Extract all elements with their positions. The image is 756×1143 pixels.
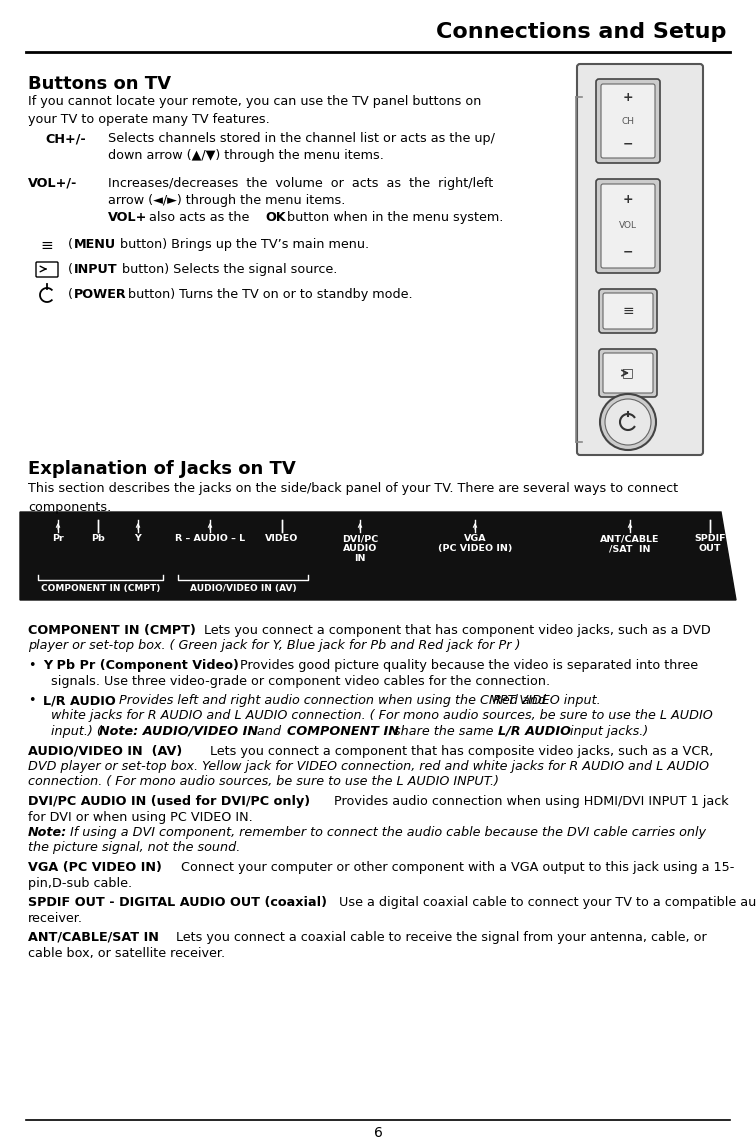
Text: ANT/CABLE/SAT IN: ANT/CABLE/SAT IN bbox=[28, 932, 159, 944]
FancyBboxPatch shape bbox=[603, 293, 653, 329]
Text: −: − bbox=[623, 138, 634, 151]
Text: Explanation of Jacks on TV: Explanation of Jacks on TV bbox=[28, 459, 296, 478]
Text: CH+/-: CH+/- bbox=[45, 131, 85, 145]
Text: AUDIO/VIDEO IN (AV): AUDIO/VIDEO IN (AV) bbox=[190, 584, 296, 593]
Text: □: □ bbox=[622, 367, 634, 379]
Circle shape bbox=[605, 399, 651, 445]
Text: INPUT: INPUT bbox=[74, 263, 118, 275]
Text: player or set-top box. ( Green jack for Y, Blue jack for Pb and Red jack for Pr : player or set-top box. ( Green jack for … bbox=[28, 639, 520, 653]
Text: Buttons on TV: Buttons on TV bbox=[28, 75, 171, 93]
Text: input jacks.): input jacks.) bbox=[566, 725, 648, 738]
Text: white jacks for R AUDIO and L AUDIO connection. ( For mono audio sources, be sur: white jacks for R AUDIO and L AUDIO conn… bbox=[51, 710, 713, 722]
Text: •: • bbox=[28, 660, 36, 672]
Text: arrow (◄/►) through the menu items.: arrow (◄/►) through the menu items. bbox=[108, 194, 345, 207]
Text: Lets you connect a component that has composite video jacks, such as a VCR,: Lets you connect a component that has co… bbox=[202, 744, 714, 758]
Text: Selects channels stored in the channel list or acts as the up/: Selects channels stored in the channel l… bbox=[108, 131, 495, 145]
Text: VGA (PC VIDEO IN): VGA (PC VIDEO IN) bbox=[28, 861, 162, 874]
Text: R – AUDIO – L: R – AUDIO – L bbox=[175, 534, 245, 543]
Text: L/R AUDIO: L/R AUDIO bbox=[43, 694, 116, 708]
Text: input.) (: input.) ( bbox=[51, 725, 102, 738]
Text: button when in the menu system.: button when in the menu system. bbox=[283, 211, 503, 224]
Text: If you cannot locate your remote, you can use the TV panel buttons on
your TV to: If you cannot locate your remote, you ca… bbox=[28, 95, 482, 127]
Text: Y: Y bbox=[135, 534, 141, 543]
Text: Use a digital coaxial cable to connect your TV to a compatible audio: Use a digital coaxial cable to connect y… bbox=[335, 896, 756, 909]
Text: COMPONENT IN (CMPT): COMPONENT IN (CMPT) bbox=[41, 584, 160, 593]
Text: connection. ( For mono audio sources, be sure to use the L AUDIO INPUT.): connection. ( For mono audio sources, be… bbox=[28, 775, 499, 789]
FancyBboxPatch shape bbox=[601, 184, 655, 267]
Text: DVI/PC AUDIO IN (used for DVI/PC only): DVI/PC AUDIO IN (used for DVI/PC only) bbox=[28, 796, 310, 808]
Text: This section describes the jacks on the side/back panel of your TV. There are se: This section describes the jacks on the … bbox=[28, 482, 678, 513]
Text: (: ( bbox=[68, 288, 73, 301]
Text: DVD player or set-top box. Yellow jack for VIDEO connection, red and white jacks: DVD player or set-top box. Yellow jack f… bbox=[28, 760, 709, 773]
Text: VOL+: VOL+ bbox=[108, 211, 147, 224]
Text: DVI/PC
AUDIO
IN: DVI/PC AUDIO IN bbox=[342, 534, 378, 563]
Text: Y Pb Pr (Component Video): Y Pb Pr (Component Video) bbox=[43, 660, 239, 672]
Text: POWER: POWER bbox=[74, 288, 126, 301]
Text: pin,D-sub cable.: pin,D-sub cable. bbox=[28, 877, 132, 889]
Text: (: ( bbox=[68, 263, 73, 275]
Text: L/R AUDIO: L/R AUDIO bbox=[498, 725, 571, 738]
Text: button) Brings up the TV’s main menu.: button) Brings up the TV’s main menu. bbox=[116, 238, 369, 251]
Text: the picture signal, not the sound.: the picture signal, not the sound. bbox=[28, 841, 240, 855]
Text: for DVI or when using PC VIDEO IN.: for DVI or when using PC VIDEO IN. bbox=[28, 810, 253, 823]
FancyBboxPatch shape bbox=[599, 289, 657, 333]
Text: +: + bbox=[623, 91, 634, 104]
Text: +: + bbox=[623, 193, 634, 206]
FancyBboxPatch shape bbox=[596, 79, 660, 163]
Text: 6: 6 bbox=[373, 1126, 383, 1140]
Text: If using a DVI component, remember to connect the audio cable because the DVI ca: If using a DVI component, remember to co… bbox=[66, 826, 706, 839]
Text: COMPONENT IN (CMPT): COMPONENT IN (CMPT) bbox=[28, 624, 196, 637]
Circle shape bbox=[600, 394, 656, 450]
Polygon shape bbox=[20, 512, 736, 600]
Text: share the same: share the same bbox=[390, 725, 497, 738]
Text: Note: AUDIO/VIDEO IN: Note: AUDIO/VIDEO IN bbox=[99, 725, 258, 738]
Text: OK: OK bbox=[265, 211, 286, 224]
Text: Pr: Pr bbox=[52, 534, 64, 543]
Text: VGA
(PC VIDEO IN): VGA (PC VIDEO IN) bbox=[438, 534, 512, 553]
Text: ANT/CABLE
/SAT  IN: ANT/CABLE /SAT IN bbox=[600, 534, 660, 553]
FancyBboxPatch shape bbox=[36, 262, 58, 277]
FancyBboxPatch shape bbox=[603, 353, 653, 393]
Text: VIDEO: VIDEO bbox=[265, 534, 299, 543]
Text: Connect your computer or other component with a VGA output to this jack using a : Connect your computer or other component… bbox=[173, 861, 734, 874]
Text: Increases/decreases  the  volume  or  acts  as  the  right/left: Increases/decreases the volume or acts a… bbox=[108, 177, 493, 190]
Text: SPDIF
OUT: SPDIF OUT bbox=[694, 534, 726, 553]
Text: button) Selects the signal source.: button) Selects the signal source. bbox=[118, 263, 337, 275]
Text: SPDIF OUT - DIGITAL AUDIO OUT (coaxial): SPDIF OUT - DIGITAL AUDIO OUT (coaxial) bbox=[28, 896, 327, 909]
Text: cable box, or satellite receiver.: cable box, or satellite receiver. bbox=[28, 946, 225, 959]
Text: also acts as the: also acts as the bbox=[145, 211, 253, 224]
Text: Provides audio connection when using HDMI/DVI INPUT 1 jack: Provides audio connection when using HDM… bbox=[330, 796, 729, 808]
Text: button) Turns the TV on or to standby mode.: button) Turns the TV on or to standby mo… bbox=[124, 288, 413, 301]
Text: MENU: MENU bbox=[74, 238, 116, 251]
Text: CH: CH bbox=[621, 117, 634, 126]
Text: •: • bbox=[28, 694, 36, 708]
Text: −: − bbox=[623, 246, 634, 259]
Text: Red and: Red and bbox=[493, 694, 546, 708]
Text: Provides left and right audio connection when using the CMPT VIDEO input.: Provides left and right audio connection… bbox=[115, 694, 605, 708]
Text: signals. Use three video-grade or component video cables for the connection.: signals. Use three video-grade or compon… bbox=[51, 674, 550, 687]
Text: Pb: Pb bbox=[91, 534, 105, 543]
Text: ≡: ≡ bbox=[41, 238, 54, 253]
Text: AUDIO/VIDEO IN  (AV): AUDIO/VIDEO IN (AV) bbox=[28, 744, 182, 758]
FancyBboxPatch shape bbox=[596, 179, 660, 273]
FancyBboxPatch shape bbox=[599, 349, 657, 397]
FancyBboxPatch shape bbox=[577, 64, 703, 455]
Text: Lets you connect a coaxial cable to receive the signal from your antenna, cable,: Lets you connect a coaxial cable to rece… bbox=[168, 932, 707, 944]
Text: Provides good picture quality because the video is separated into three: Provides good picture quality because th… bbox=[236, 660, 698, 672]
Text: VOL: VOL bbox=[619, 222, 637, 231]
Text: (: ( bbox=[68, 238, 73, 251]
Text: Connections and Setup: Connections and Setup bbox=[435, 22, 726, 42]
Text: VOL+/-: VOL+/- bbox=[28, 177, 77, 190]
Text: receiver.: receiver. bbox=[28, 911, 83, 925]
Text: and: and bbox=[253, 725, 285, 738]
FancyBboxPatch shape bbox=[601, 83, 655, 158]
Text: down arrow (▲/▼) through the menu items.: down arrow (▲/▼) through the menu items. bbox=[108, 149, 384, 162]
Text: ≡: ≡ bbox=[622, 304, 634, 318]
Text: Lets you connect a component that has component video jacks, such as a DVD: Lets you connect a component that has co… bbox=[200, 624, 711, 637]
Text: Note:: Note: bbox=[28, 826, 67, 839]
Text: COMPONENT IN: COMPONENT IN bbox=[287, 725, 399, 738]
